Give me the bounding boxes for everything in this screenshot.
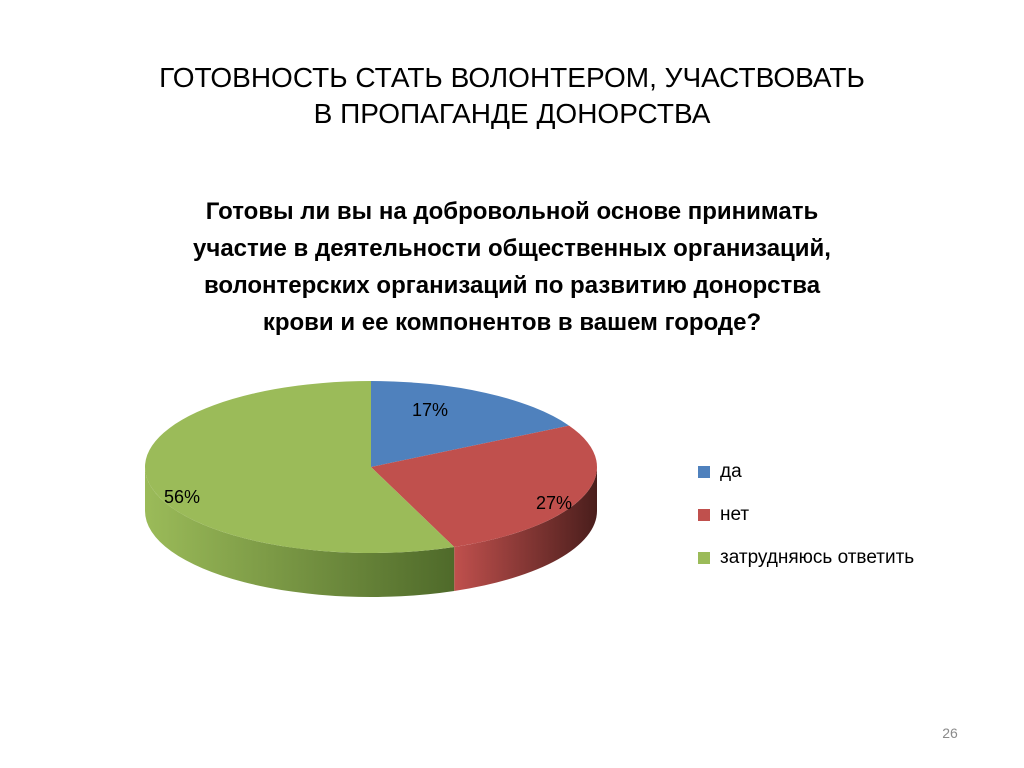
pie-slice-da: [371, 381, 570, 467]
page-number: 26: [942, 725, 958, 741]
pie-slice-net: [371, 425, 597, 547]
chart-title-line-4: крови и ее компонентов в вашем городе?: [262, 309, 762, 336]
legend-label-unsure: затрудняюсь ответить: [720, 547, 915, 568]
legend-item-net: нет: [698, 505, 914, 525]
legend-swatch-net: [698, 509, 710, 521]
data-label-da: 17%: [412, 400, 448, 420]
slide-title: ГОТОВНОСТЬ СТАТЬ ВОЛОНТЕРОМ, УЧАСТВОВАТЬ…: [60, 60, 964, 132]
pie-side-unsure: [145, 467, 455, 597]
legend-item-unsure: затрудняюсь ответить: [698, 548, 914, 568]
chart-title-line-1: Готовы ли вы на добровольной основе прин…: [205, 198, 819, 225]
legend-label-da: да: [720, 461, 742, 482]
data-label-unsure: 56%: [164, 487, 200, 507]
legend-label-net: нет: [720, 504, 750, 525]
data-label-net: 27%: [536, 493, 572, 513]
chart-title: Готовы ли вы на добровольной основе прин…: [100, 193, 924, 341]
pie-side-net: [454, 467, 597, 591]
chart-legend: да нет затрудняюсь ответить: [698, 462, 914, 591]
legend-item-da: да: [698, 462, 914, 482]
pie-slice-unsure: [144, 381, 455, 553]
chart-title-line-2: участие в деятельности общественных орга…: [193, 235, 831, 262]
legend-swatch-unsure: [698, 552, 710, 564]
slide-title-line-1: ГОТОВНОСТЬ СТАТЬ ВОЛОНТЕРОМ, УЧАСТВОВАТЬ: [159, 62, 865, 93]
chart-title-line-3: волонтерских организаций по развитию дон…: [203, 272, 821, 299]
legend-swatch-da: [698, 466, 710, 478]
slide-title-line-2: В ПРОПАГАНДЕ ДОНОРСТВА: [313, 98, 711, 129]
